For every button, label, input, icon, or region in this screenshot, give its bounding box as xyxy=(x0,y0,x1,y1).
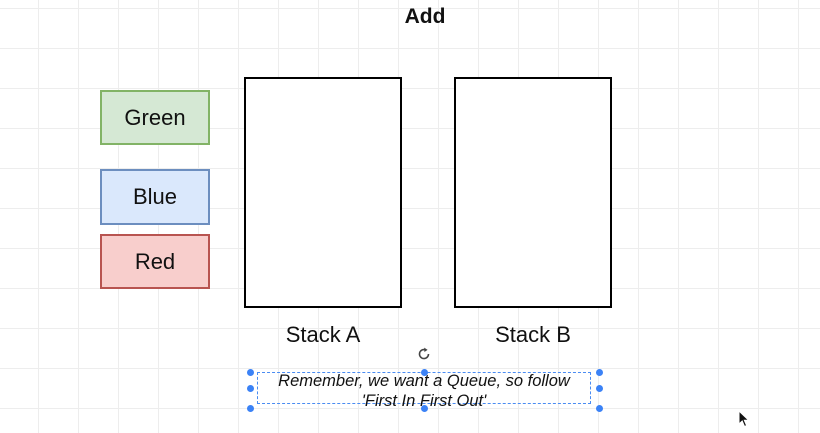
stack-b-label: Stack B xyxy=(495,322,571,347)
note-line-1: Remember, we want a Queue, so follow xyxy=(278,372,570,390)
stack-a-label: Stack A xyxy=(285,322,361,347)
resize-handle-bottom[interactable] xyxy=(421,405,428,412)
note-line-2: 'First In First Out' xyxy=(361,392,487,410)
green-box-label: Green xyxy=(124,104,186,130)
resize-handle-top-right[interactable] xyxy=(596,369,603,376)
resize-handle-top-left[interactable] xyxy=(247,369,254,376)
resize-handle-top[interactable] xyxy=(421,369,428,376)
resize-handle-bottom-right[interactable] xyxy=(596,405,603,412)
red-box[interactable]: Red xyxy=(100,234,210,289)
diagram-title: Add xyxy=(404,5,446,28)
resize-handle-bottom-left[interactable] xyxy=(247,405,254,412)
stack-a-container[interactable] xyxy=(244,77,402,308)
blue-box-label: Blue xyxy=(132,184,178,209)
resize-handle-left[interactable] xyxy=(247,385,254,392)
red-box-label: Red xyxy=(134,248,176,274)
blue-box[interactable]: Blue xyxy=(100,169,210,225)
note-textbox[interactable]: Remember, we want a Queue, so follow 'Fi… xyxy=(247,369,603,412)
stack-b-container[interactable] xyxy=(454,77,612,308)
note-text: Remember, we want a Queue, so follow 'Fi… xyxy=(248,371,600,411)
green-box[interactable]: Green xyxy=(100,90,210,145)
rotate-icon[interactable] xyxy=(416,346,432,362)
resize-handle-right[interactable] xyxy=(596,385,603,392)
mouse-cursor-icon xyxy=(738,410,750,428)
